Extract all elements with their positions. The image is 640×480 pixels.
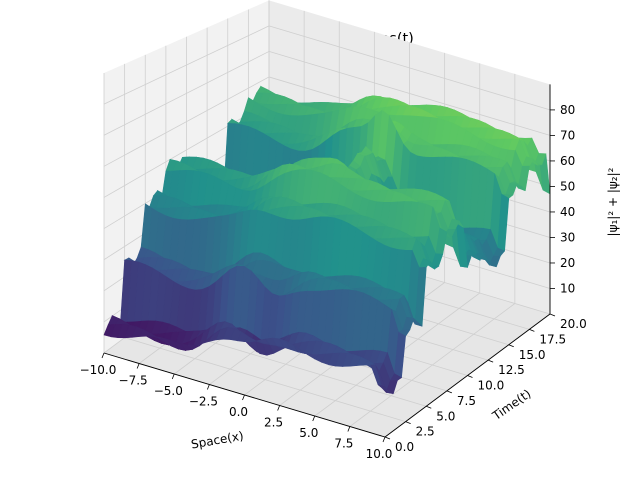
y-tick-label: 10.0 bbox=[478, 379, 505, 393]
x-tick-label: 7.5 bbox=[334, 437, 353, 451]
z-tick-label: 70 bbox=[560, 128, 575, 142]
x-tick-label: 5.0 bbox=[299, 426, 318, 440]
x-tick-label: −7.5 bbox=[119, 374, 148, 388]
y-tick-label: 0.0 bbox=[395, 440, 414, 454]
surface-patch bbox=[377, 384, 390, 393]
z-tick-label: 10 bbox=[560, 282, 575, 296]
y-tick-label: 5.0 bbox=[436, 409, 455, 423]
x-tick-label: −2.5 bbox=[189, 395, 218, 409]
z-tick-label: 30 bbox=[560, 231, 575, 245]
y-tick-labels: 0.02.55.07.510.0 12.515.0 17.520.0 bbox=[395, 317, 587, 454]
y-tick-label: 12.5 bbox=[498, 363, 525, 377]
x-tick-label: −10.0 bbox=[80, 363, 117, 377]
x-tick-label: 0.0 bbox=[229, 405, 248, 419]
x-tick-label: 10.0 bbox=[366, 447, 393, 461]
x-tick-label: 2.5 bbox=[264, 416, 283, 430]
z-tick-label: 20 bbox=[560, 256, 575, 270]
x-axis-label: Space(x) bbox=[190, 429, 245, 452]
z-tick-label: 40 bbox=[560, 205, 575, 219]
y-tick-label: 7.5 bbox=[457, 394, 476, 408]
y-tick-label: 20.0 bbox=[560, 317, 587, 331]
x-tick-label: −5.0 bbox=[154, 384, 183, 398]
x-tick-labels: −10.0−7.5 −5.0 −2.5 0.0 2.5 5.0 7.5 10.0 bbox=[80, 363, 393, 461]
y-tick-label: 2.5 bbox=[416, 425, 435, 439]
y-tick-label: 15.0 bbox=[519, 348, 546, 362]
z-tick-label: 80 bbox=[560, 103, 575, 117]
z-tick-label: 60 bbox=[560, 154, 575, 168]
z-tick-labels: 10 20 30 40 50 60 70 80 bbox=[560, 103, 575, 296]
y-tick-label: 17.5 bbox=[539, 332, 566, 346]
z-axis-label: |ψ₁|² + |ψ₂|² bbox=[606, 167, 620, 236]
axis-lines bbox=[101, 84, 556, 443]
z-tick-label: 50 bbox=[560, 179, 575, 193]
